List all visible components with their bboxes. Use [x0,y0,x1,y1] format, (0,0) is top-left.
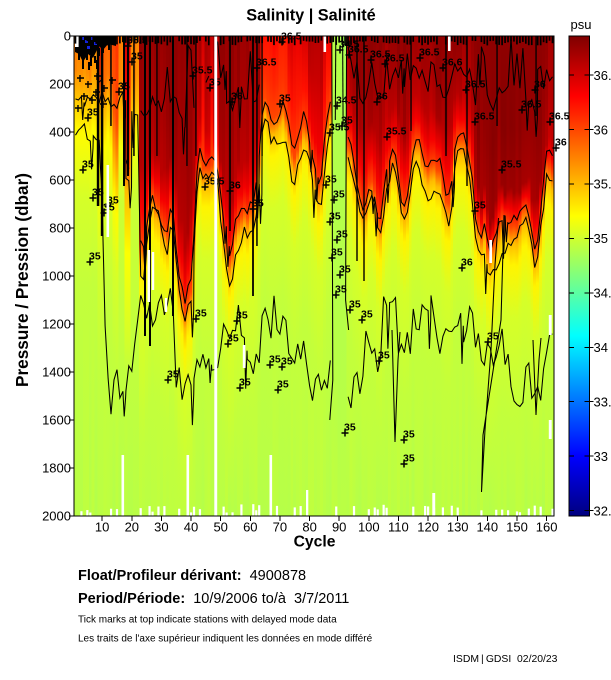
svg-text:36.6: 36.6 [442,57,463,69]
svg-text:70: 70 [273,520,287,535]
svg-text:50: 50 [213,520,227,535]
svg-text:34.5: 34.5 [336,95,357,107]
svg-text:Float/Profileur dérivant: 490: Float/Profileur dérivant: 4900878 [78,568,306,584]
svg-text:2000: 2000 [42,509,71,524]
svg-text:Period/Période: 10/9/2006 to/: Period/Période: 10/9/2006 to/à 3/7/2011 [78,591,349,607]
svg-text:35: 35 [277,379,289,391]
svg-text:35: 35 [279,93,291,105]
svg-text:33.5: 33.5 [594,394,611,409]
svg-text:36: 36 [376,91,388,103]
svg-text:140: 140 [476,520,498,535]
svg-text:35: 35 [281,356,293,368]
svg-text:120: 120 [417,520,439,535]
svg-text:35.5: 35.5 [594,177,611,192]
svg-text:35: 35 [594,231,608,246]
svg-text:20: 20 [125,520,139,535]
svg-text:35: 35 [167,369,179,381]
svg-text:36.5: 36.5 [348,44,369,56]
svg-text:35: 35 [87,107,99,119]
svg-text:35.5: 35.5 [192,65,213,77]
svg-text:35: 35 [487,331,499,343]
svg-text:100: 100 [358,520,380,535]
svg-text:30: 30 [154,520,168,535]
svg-text:35: 35 [227,333,239,345]
svg-text:35: 35 [89,251,101,263]
svg-text:Tick marks at top indicate sta: Tick marks at top indicate stations with… [78,615,337,626]
svg-text:Les traits de l'axe supérieur: Les traits de l'axe supérieur indiquent … [78,634,373,645]
svg-text:160: 160 [536,520,558,535]
svg-text:36: 36 [594,122,608,137]
svg-text:0: 0 [64,29,71,44]
svg-text:36: 36 [231,91,243,103]
svg-text:40: 40 [184,520,198,535]
svg-text:35.5: 35.5 [204,176,225,188]
svg-text:35: 35 [195,308,207,320]
svg-text:90: 90 [332,520,346,535]
svg-text:35: 35 [403,429,415,441]
svg-text:35: 35 [252,198,264,210]
svg-text:36: 36 [461,257,473,269]
svg-text:36: 36 [229,180,241,192]
svg-text:36.5: 36.5 [521,99,542,111]
svg-text:36.5: 36.5 [594,68,611,83]
svg-text:33: 33 [594,449,608,464]
svg-text:Cycle: Cycle [294,534,336,551]
svg-text:35: 35 [325,174,337,186]
svg-text:35: 35 [361,309,373,321]
svg-text:150: 150 [506,520,528,535]
svg-text:35: 35 [236,310,248,322]
svg-text:35: 35 [333,189,345,201]
svg-text:10: 10 [95,520,109,535]
svg-text:80: 80 [302,520,316,535]
svg-text:32.5: 32.5 [594,503,611,518]
svg-text:35: 35 [403,453,415,465]
svg-text:36.5: 36.5 [474,111,495,123]
svg-text:34: 34 [594,340,608,355]
svg-text:35: 35 [329,211,341,223]
svg-text:1200: 1200 [42,317,71,332]
svg-text:35: 35 [344,422,356,434]
svg-text:35: 35 [378,350,390,362]
svg-text:60: 60 [243,520,257,535]
svg-text:36.5: 36.5 [465,79,486,91]
svg-text:600: 600 [49,173,71,188]
svg-text:200: 200 [49,77,71,92]
svg-text:36: 36 [555,137,567,149]
svg-text:35.5: 35.5 [386,126,407,138]
svg-text:35: 35 [118,81,130,93]
svg-text:1600: 1600 [42,413,71,428]
svg-text:110: 110 [388,520,409,535]
svg-text:ISDM | GDSI 02/20/23: ISDM | GDSI 02/20/23 [453,654,558,665]
svg-text:35: 35 [331,247,343,259]
svg-text:35: 35 [335,284,347,296]
svg-text:36.5: 36.5 [419,47,440,59]
svg-text:35: 35 [239,377,251,389]
svg-text:Pressure / Pression (dbar): Pressure / Pression (dbar) [12,173,32,387]
svg-text:36: 36 [534,79,546,91]
svg-text:35: 35 [269,354,281,366]
svg-text:130: 130 [447,520,469,535]
svg-text:36.5: 36.5 [549,111,570,123]
svg-text:36.5: 36.5 [384,53,405,65]
svg-text:35: 35 [339,264,351,276]
svg-text:800: 800 [49,221,71,236]
svg-text:Salinity | Salinité: Salinity | Salinité [246,7,375,25]
svg-text:35: 35 [474,200,486,212]
svg-text:1400: 1400 [42,365,71,380]
svg-text:35: 35 [92,187,104,199]
svg-text:36.5: 36.5 [256,57,277,69]
svg-text:35: 35 [82,159,94,171]
svg-text:35.5: 35.5 [501,159,522,171]
svg-text:1000: 1000 [42,269,71,284]
svg-text:35.5: 35.5 [329,122,350,134]
svg-text:35: 35 [131,51,143,63]
svg-text:psu: psu [571,17,592,32]
svg-text:35: 35 [336,229,348,241]
svg-text:1800: 1800 [42,461,71,476]
svg-text:35: 35 [349,299,361,311]
svg-text:400: 400 [49,125,71,140]
svg-text:34.5: 34.5 [594,286,611,301]
